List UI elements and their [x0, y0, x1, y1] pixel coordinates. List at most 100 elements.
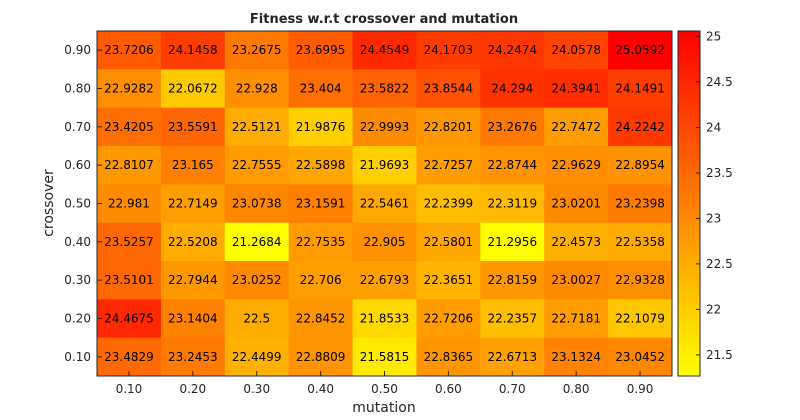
cell-value-label: 23.1404 [168, 312, 218, 326]
cell-value-label: 24.1703 [424, 43, 474, 57]
cell-value-label: 23.0252 [232, 273, 282, 287]
x-tick-label: 0.40 [307, 382, 334, 396]
cell-value-label: 22.3651 [424, 273, 474, 287]
heatmap-cell [480, 261, 545, 300]
x-tick-label: 0.80 [563, 382, 590, 396]
heatmap-cell [288, 222, 354, 262]
cell-value-label: 22.7206 [424, 312, 474, 326]
x-tick-label: 0.90 [627, 382, 654, 396]
heatmap-cell [352, 222, 417, 262]
cell-value-label: 22.5121 [232, 120, 282, 134]
colorbar-tick-label: 25 [706, 29, 721, 43]
y-tick-label: 0.80 [64, 82, 91, 96]
heatmap-cell [416, 222, 481, 262]
x-tick-label: 0.50 [371, 382, 398, 396]
cell-value-label: 22.7472 [551, 120, 601, 134]
heatmap-cell [544, 261, 609, 300]
cell-value-label: 23.7206 [104, 43, 154, 57]
cell-value-label: 22.7149 [168, 197, 218, 211]
x-tick-label: 0.60 [435, 382, 462, 396]
heatmap-cell [416, 107, 481, 147]
heatmap-cell [224, 146, 290, 185]
cell-value-label: 22.8159 [487, 273, 537, 287]
heatmap-cell [97, 261, 162, 300]
heatmap-cell [480, 107, 545, 147]
heatmap-cell [416, 31, 481, 70]
cell-value-label: 22.8744 [487, 158, 537, 172]
cell-value-label: 21.8533 [360, 312, 410, 326]
heatmap-cell [160, 222, 226, 262]
heatmap-cell [97, 337, 162, 377]
cell-value-label: 22.981 [108, 197, 150, 211]
heatmap-cell [160, 299, 226, 339]
cell-value-label: 22.0672 [168, 82, 218, 96]
y-tick-label: 0.30 [64, 273, 91, 287]
cell-value-label: 23.5257 [104, 235, 154, 249]
cell-value-label: 21.9693 [360, 158, 410, 172]
cell-value-label: 23.5101 [104, 273, 154, 287]
cell-value-label: 24.1491 [615, 82, 665, 96]
cell-value-label: 22.4573 [551, 235, 601, 249]
cell-value-label: 21.2956 [487, 235, 537, 249]
cell-value-label: 22.9629 [551, 158, 601, 172]
heatmap-cell [544, 31, 609, 70]
cell-value-label: 22.7181 [551, 312, 601, 326]
heatmap-cell [97, 299, 162, 339]
cell-value-label: 22.3119 [487, 197, 537, 211]
cell-value-label: 24.2242 [615, 120, 665, 134]
colorbar: 21.5 22 22.5 23 23.5 24 24.5 25 [677, 29, 733, 377]
heatmap-cell [416, 146, 481, 185]
heatmap-cell [544, 222, 609, 262]
cell-value-label: 21.9876 [296, 120, 346, 134]
colorbar-tick-label: 21.5 [706, 348, 733, 362]
heatmap-cell [608, 184, 673, 224]
heatmap-cell [224, 31, 290, 70]
heatmap-cell [224, 69, 290, 109]
cell-value-label: 23.2676 [487, 120, 537, 134]
chart-title: Fitness w.r.t crossover and mutation [250, 12, 518, 27]
x-axis-label: mutation [352, 400, 415, 416]
cell-value-label: 22.928 [236, 82, 278, 96]
heatmap-cell [608, 107, 673, 147]
heatmap-cell [288, 261, 354, 300]
heatmap-cell [544, 299, 609, 339]
x-tick-label: 0.10 [116, 382, 143, 396]
cell-value-label: 22.5461 [360, 197, 410, 211]
heatmap-cell [608, 31, 673, 70]
heatmap-cell [608, 146, 673, 185]
cell-value-label: 23.4205 [104, 120, 154, 134]
cell-value-label: 23.0201 [551, 197, 601, 211]
cell-value-label: 22.8809 [296, 350, 346, 364]
heatmap-cell [352, 69, 417, 109]
heatmap-cell [224, 222, 290, 262]
cell-value-label: 22.5208 [168, 235, 218, 249]
heatmap-cell [480, 299, 545, 339]
heatmap-cell [160, 184, 226, 224]
cell-value-label: 23.2398 [615, 197, 665, 211]
cell-value-label: 21.2684 [232, 235, 282, 249]
heatmap-cell [224, 337, 290, 377]
cell-value-label: 24.294 [491, 82, 533, 96]
y-tick-label: 0.10 [64, 350, 91, 364]
cell-value-label: 22.1079 [615, 312, 665, 326]
y-tick-label: 0.90 [64, 43, 91, 57]
heatmap-cell [224, 184, 290, 224]
colorbar-tick-label: 22 [706, 302, 721, 316]
heatmap-cell [416, 337, 481, 377]
heatmap-cell [160, 69, 226, 109]
cell-value-label: 24.2474 [487, 43, 537, 57]
cell-value-label: 24.4675 [104, 312, 154, 326]
cell-value-label: 24.3941 [551, 82, 601, 96]
cell-value-label: 23.6995 [296, 43, 346, 57]
heatmap-cell [224, 261, 290, 300]
cell-value-label: 23.4829 [104, 350, 154, 364]
colorbar-gradient [677, 30, 701, 377]
cell-value-label: 22.7555 [232, 158, 282, 172]
heatmap-cell [352, 107, 417, 147]
cell-value-label: 22.5898 [296, 158, 346, 172]
heatmap-cell [480, 337, 545, 377]
heatmap-cell [97, 184, 162, 224]
cell-value-label: 23.5822 [360, 82, 410, 96]
heatmap-cell [544, 69, 609, 109]
heatmap-cell [288, 184, 354, 224]
